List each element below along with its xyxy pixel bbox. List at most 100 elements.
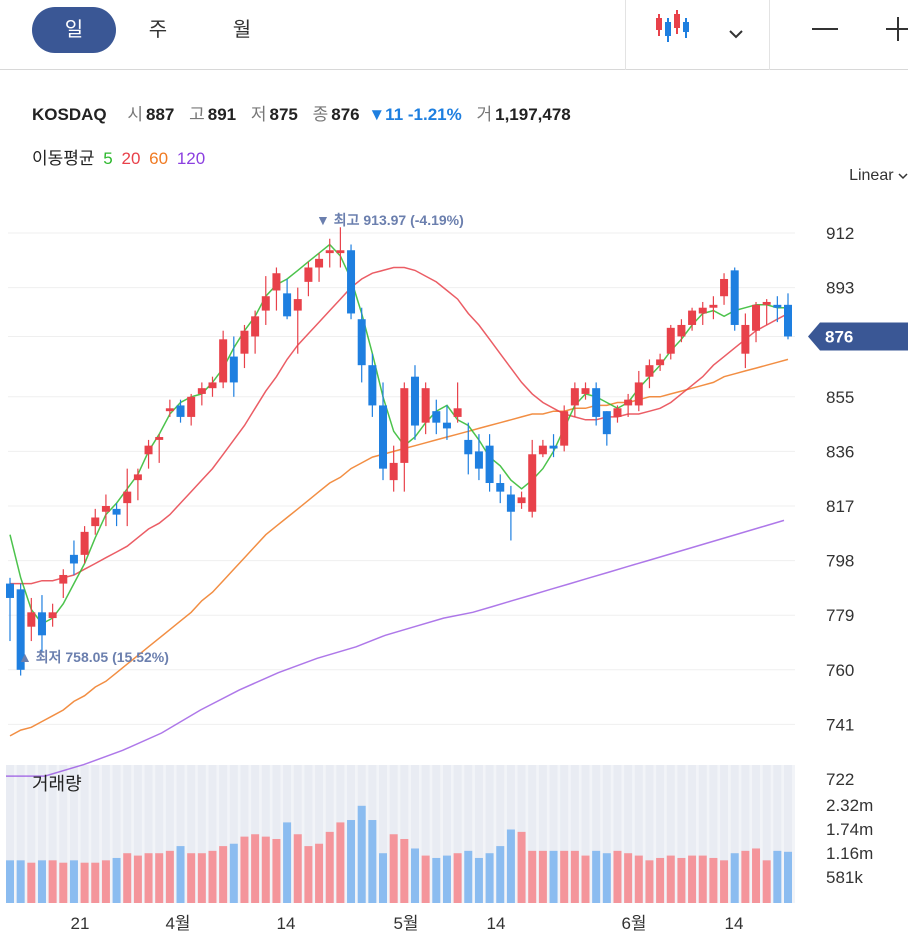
volume-bar: [730, 853, 739, 903]
volume-bar: [48, 860, 57, 903]
candle-body: [123, 491, 132, 504]
close-value: 876: [331, 105, 360, 124]
scale-selector[interactable]: Linear: [849, 167, 908, 185]
price-tick-label: 741: [826, 715, 854, 734]
volume-column-bg: [421, 765, 430, 903]
volume-column-bg: [251, 765, 260, 903]
volume-column-bg: [613, 765, 622, 903]
candle-body: [389, 462, 398, 481]
volume-bar: [442, 855, 451, 903]
add-button[interactable]: [884, 14, 908, 55]
candle-body: [773, 304, 782, 308]
volume-column-bg: [69, 765, 78, 903]
candle-body: [27, 612, 36, 627]
open-label: 시: [127, 105, 143, 124]
volume-bar: [27, 862, 36, 903]
candle-body: [112, 508, 121, 515]
volume-column-bg: [677, 765, 686, 903]
volume-column-bg: [474, 765, 483, 903]
volume-column-bg: [261, 765, 270, 903]
volume-column-bg: [730, 765, 739, 903]
candle-body: [48, 612, 57, 619]
volume-column-bg: [59, 765, 68, 903]
candle-body: [144, 445, 153, 455]
candle-body: [219, 339, 228, 383]
candle-body: [538, 445, 547, 455]
candle-body: [80, 531, 89, 555]
chart-type-dropdown[interactable]: [727, 12, 745, 52]
volume-column-bg: [16, 765, 25, 903]
volume-bar: [624, 853, 633, 903]
volume-column-bg: [634, 765, 643, 903]
volume-column-bg: [666, 765, 675, 903]
volume-column-bg: [698, 765, 707, 903]
candle-body: [155, 437, 164, 440]
candle-body: [293, 299, 302, 311]
volume-label: 거: [476, 105, 493, 124]
candle-body: [560, 411, 569, 446]
volume-column-bg: [752, 765, 761, 903]
volume-column-bg: [133, 765, 142, 903]
scale-label: Linear: [849, 167, 894, 184]
volume-column-bg: [784, 765, 792, 903]
high-value: 891: [207, 105, 237, 124]
volume-column-bg: [304, 765, 313, 903]
volume-bar: [773, 850, 782, 903]
volume-column-bg: [464, 765, 473, 903]
volume-column-bg: [528, 765, 537, 903]
volume-column-bg: [560, 765, 569, 903]
ma-20-label: 20: [121, 149, 141, 168]
candle-body: [624, 399, 633, 406]
moving-average-legend[interactable]: 이동평균 5 20 60 120: [32, 144, 209, 169]
volume-label: 거래량: [32, 774, 82, 794]
price-tick-label: 779: [826, 606, 854, 625]
candle-body: [698, 307, 707, 314]
volume-column-bg: [37, 765, 46, 903]
candle-body: [453, 408, 462, 417]
volume-bar: [197, 853, 206, 903]
volume-column-bg: [6, 765, 14, 903]
candle-body: [283, 293, 292, 317]
candle-body: [709, 304, 718, 308]
candle-body: [336, 250, 345, 254]
volume-bar: [240, 836, 249, 903]
volume-column-bg: [453, 765, 462, 903]
chevron-down-icon: [729, 30, 743, 39]
candle-body: [368, 365, 377, 406]
candle-body: [432, 411, 441, 423]
volume-column-bg: [496, 765, 505, 903]
tab-monthly[interactable]: 월: [232, 19, 252, 41]
volume-column-bg: [570, 765, 579, 903]
volume-bar: [325, 831, 334, 903]
volume-column-bg: [581, 765, 590, 903]
candle-body: [741, 324, 750, 354]
price-chart[interactable]: 912 893 876 855 836 817 798 779 760 741 722 거래량 2.32…: [0, 190, 908, 948]
candle-body: [464, 439, 473, 455]
volume-bar: [144, 853, 153, 903]
volume-column-bg: [741, 765, 750, 903]
volume-column-bg: [101, 765, 110, 903]
volume-bar: [251, 834, 260, 903]
minimize-button[interactable]: [810, 14, 840, 55]
candle-body: [506, 494, 515, 512]
candle-body: [197, 388, 206, 394]
volume-bar: [272, 838, 281, 903]
volume-bar: [645, 860, 654, 903]
x-tick-label: 6월: [621, 914, 646, 933]
tab-daily[interactable]: 일: [32, 7, 116, 53]
volume-bar: [315, 843, 324, 903]
chart-type-button[interactable]: [654, 10, 694, 57]
volume-bar: [453, 853, 462, 903]
volume-bar: [389, 834, 398, 903]
candle-body: [261, 296, 270, 311]
volume-column-bg: [91, 765, 100, 903]
candle-body: [581, 388, 590, 394]
candle-body: [240, 330, 249, 354]
volume-column-bg: [176, 765, 185, 903]
candle-body: [442, 422, 451, 429]
volume-bar: [656, 857, 665, 903]
tab-weekly[interactable]: 주: [148, 19, 168, 41]
moving-average-lines: [6, 243, 789, 777]
volume-column-bg: [229, 765, 238, 903]
ma5-line: [9, 243, 788, 625]
